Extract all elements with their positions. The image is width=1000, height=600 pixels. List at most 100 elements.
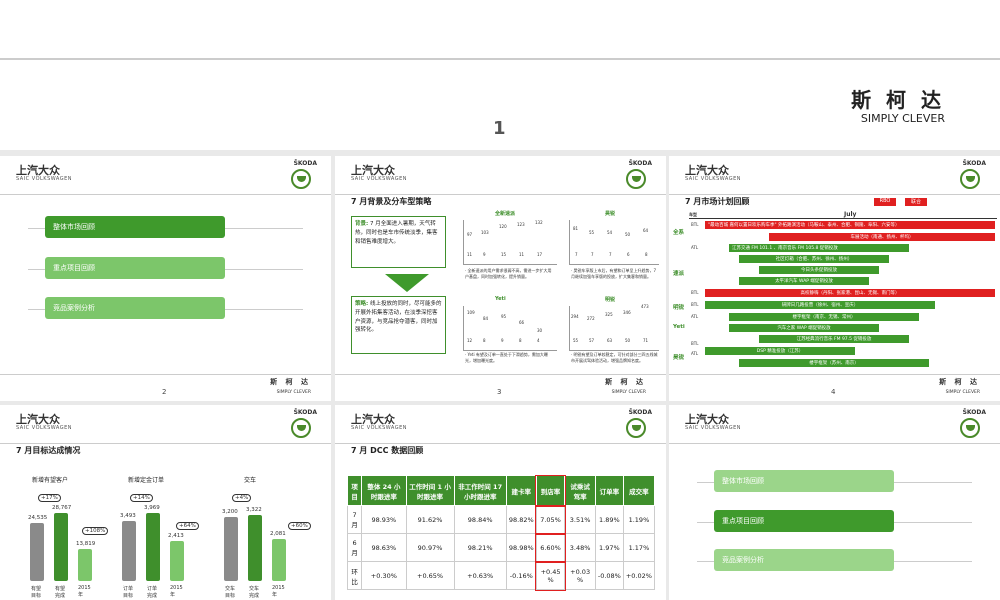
table-cell: +0.45 % (535, 560, 566, 591)
value-label: 30 (537, 328, 543, 333)
chart-axis (463, 306, 464, 350)
sub-label: 6 (627, 252, 630, 257)
strategy-text: 线上投放的同时，尽可能多的开展外拓集客活动，在淡季深挖客户资源，与竞品抢夺潜客，… (355, 301, 442, 334)
chart-superb: 全新速派 97 103 120 123 132 11 9 15 11 17 · … (457, 208, 557, 288)
down-arrow-icon (385, 274, 429, 292)
sub-label: 50 (625, 338, 631, 343)
tag-label: ATL (691, 351, 699, 356)
col-month-header: July (844, 211, 857, 218)
actual-bar (54, 513, 68, 581)
slide-7[interactable]: 上汽大众 SAIC VOLKSWAGEN ŠKODA 整体市场回顾 重点项目回顾… (669, 405, 1000, 600)
menu-item-key-projects[interactable]: 重点项目回顾 (45, 257, 225, 279)
slide-6[interactable]: 上汽大众 SAIC VOLKSWAGEN ŠKODA 7 月 DCC 数据回顾 … (335, 405, 666, 600)
value-label: 3,969 (144, 505, 160, 511)
slide-5[interactable]: 上汽大众 SAIC VOLKSWAGEN ŠKODA 7 月目标达成情况 新增有… (0, 405, 331, 600)
chart-title: 明锐 (605, 297, 616, 303)
saic-logo: 上汽大众 (16, 164, 60, 177)
growth-badge: +60% (288, 522, 311, 530)
x-label: 有望完成 (55, 586, 66, 599)
page-number: 3 (497, 388, 502, 396)
menu-item-market-review[interactable]: 整体市场回顾 (45, 216, 225, 238)
footer-brand: 斯 柯 达 (939, 378, 980, 386)
gantt-bar: 研牌日几路投营（徐州、宿州、宣庆） (705, 301, 935, 309)
value-label: 473 (641, 304, 649, 309)
header-divider (669, 194, 1000, 195)
menu-item-competitor-cases[interactable]: 竞品案例分析 (714, 549, 894, 571)
saic-logo-sub: SAIC VOLKSWAGEN (351, 425, 408, 431)
tag-label: BTL (691, 302, 699, 307)
last-year-bar (78, 549, 92, 581)
footer-brand: 斯 柯 达 (605, 378, 646, 386)
saic-logo-sub: SAIC VOLKSWAGEN (351, 176, 408, 182)
skoda-wordmark: ŠKODA (962, 160, 986, 167)
table-cell: 3.51% (564, 505, 596, 534)
chart-yeti: Yeti 109 84 95 66 30 12 8 9 8 4 · Yeti 有… (457, 294, 557, 374)
sub-label: 7 (575, 252, 578, 257)
table-cell: 90.97% (405, 533, 455, 562)
saic-logo: 上汽大众 (351, 413, 395, 426)
x-label: 交车完成 (249, 586, 260, 599)
skoda-wordmark: ŠKODA (293, 160, 317, 167)
menu-item-market-review[interactable]: 整体市场回顾 (714, 470, 894, 492)
table-cell: 1.89% (594, 505, 624, 534)
gantt-bar: 车展活动（南通、扬州、杯坞） (769, 233, 995, 241)
x-label: 2015年 (170, 585, 183, 598)
actual-bar (248, 515, 262, 581)
tag-label: BTL (691, 290, 699, 295)
table-cell: 3.48% (564, 533, 596, 562)
menu-item-key-projects[interactable]: 重点项目回顾 (714, 510, 894, 532)
footer-tagline: SIMPLY CLEVER (945, 390, 980, 395)
skoda-emblem-icon (291, 418, 311, 438)
table-cell: 98.98% (505, 533, 537, 562)
value-label: 95 (501, 314, 507, 319)
menu-item-competitor-cases[interactable]: 竞品案例分析 (45, 297, 225, 319)
table-row: 6 月 98.63% 90.97% 98.21% 98.98% 6.60% 3.… (346, 532, 656, 563)
chart-axis (569, 350, 659, 351)
header-divider (335, 443, 666, 444)
slide-3[interactable]: 上汽大众 SAIC VOLKSWAGEN ŠKODA 7 月背景及分车型策略 背… (335, 156, 666, 401)
sub-label: 4 (537, 338, 540, 343)
chart-note: · Yeti 有望及订单一直处于下滑趋势，需加大曝光，增加曝光度。 (465, 352, 548, 363)
footer-tagline: SIMPLY CLEVER (276, 390, 311, 395)
table-header: 整体 24 小时跟进率 (361, 475, 407, 506)
value-label: 28,767 (52, 505, 72, 511)
value-label: 3,200 (222, 509, 238, 515)
saic-logo-sub: SAIC VOLKSWAGEN (685, 176, 742, 182)
slide-title: 7 月目标达成情况 (16, 446, 81, 455)
chart-note: · 明锐有望及订单较稳定，可针对部分三四五线城市开展试驾体验活动，增强品牌知名度… (571, 352, 658, 363)
tag-label: ATL (691, 245, 699, 250)
table-cell: +0.02% (622, 561, 656, 590)
table-header: 订单率 (594, 475, 624, 506)
legend-rbo: RBO (874, 198, 896, 206)
table-header: 成交率 (622, 475, 656, 506)
legend-joint: 联合 (905, 198, 927, 206)
sub-label: 63 (607, 338, 613, 343)
sub-label: 7 (591, 252, 594, 257)
gantt-bar: 江苏交通 FM 101.1 、南京音乐 FM 105.8 促销投放 (729, 244, 909, 252)
value-label: 54 (607, 230, 613, 235)
saic-logo-sub: SAIC VOLKSWAGEN (685, 425, 742, 431)
table-cell: +0.63% (453, 561, 507, 590)
growth-badge: +14% (130, 494, 153, 502)
chart-note: · 全新速派的用户需求很弱不高，需进一步扩大用户基盘，同时加强转化，提升销量。 (465, 268, 552, 279)
sub-label: 9 (501, 338, 504, 343)
table-header: 工作时间 1 小时跟进率 (405, 475, 455, 506)
value-label: 294 (571, 314, 579, 319)
value-label: 2,081 (270, 531, 286, 537)
slide-2[interactable]: 上汽大众 SAIC VOLKSWAGEN ŠKODA 整体市场回顾 重点项目回顾… (0, 156, 331, 401)
slide-title: 7 月市场计划回顾 (685, 197, 750, 206)
skoda-emblem-icon (626, 418, 646, 438)
slide-4[interactable]: 上汽大众 SAIC VOLKSWAGEN ŠKODA 7 月市场计划回顾 RBO… (669, 156, 1000, 401)
skoda-wordmark: ŠKODA (293, 409, 317, 416)
table-header: 试乘试驾率 (564, 475, 596, 506)
table-header-row: 项目 整体 24 小时跟进率 工作时间 1 小时跟进率 非工作时间 17 小时跟… (346, 474, 656, 507)
chart-axis (463, 350, 557, 351)
group-title: 新增定金订单 (128, 477, 165, 484)
value-label: 13,819 (76, 541, 96, 547)
footer-divider (0, 374, 331, 375)
header-divider (0, 443, 331, 444)
background-box: 背景: 7 月全面进入暑期，天气转热，同时也是车市传统淡季，集客和销售难度增大。 (351, 216, 446, 268)
cover-slide[interactable]: 1 斯 柯 达 SIMPLY CLEVER (0, 0, 1000, 150)
table-header: 建卡率 (505, 475, 537, 506)
skoda-emblem-icon (626, 169, 646, 189)
